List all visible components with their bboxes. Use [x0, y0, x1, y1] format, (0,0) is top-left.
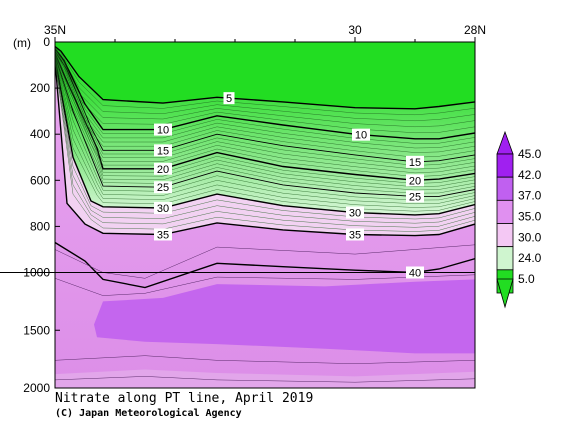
- minor-contour: [55, 47, 475, 128]
- legend-swatch: [496, 199, 514, 224]
- contour-30: [55, 57, 475, 216]
- y-tick-label: 0: [43, 35, 50, 49]
- contour-label-bg: [346, 206, 364, 219]
- x-tick-label: 30: [348, 23, 362, 37]
- minor-contour: [55, 59, 475, 232]
- contour-label-25: 25: [409, 191, 421, 203]
- y-tick-label: 600: [30, 173, 50, 187]
- y-axis-unit: (m): [13, 36, 31, 50]
- chart-title: Nitrate along PT line, April 2019: [55, 391, 313, 406]
- y-tick-label: 800: [30, 219, 50, 233]
- legend-swatch-top: [496, 130, 514, 155]
- minor-contour: [55, 57, 475, 212]
- minor-contour: [55, 56, 475, 205]
- y-tick-label: 1500: [23, 323, 50, 337]
- minor-contour: [55, 49, 475, 144]
- minor-contour: [55, 47, 475, 122]
- minor-contour: [55, 49, 475, 149]
- contour-label-10: 10: [157, 125, 169, 137]
- contour-label-bg: [406, 174, 424, 187]
- contour-label-bg: [406, 266, 424, 279]
- legend-label: 5.0: [518, 272, 535, 286]
- surface-bright-green-fill: [55, 42, 475, 109]
- minor-contour: [55, 54, 475, 188]
- bottom-fill: [55, 369, 475, 388]
- minor-contour: [55, 57, 475, 208]
- x-tick-label: 28N: [464, 23, 486, 37]
- color-scale-legend: 45.0 42.0 37.0 35.0 30.0 24.0 5.0: [496, 130, 542, 309]
- minor-contour: [55, 46, 475, 116]
- contour-label-bg: [154, 144, 172, 157]
- y-axis: 0 200 400 600 800 1000 1500 2000: [23, 35, 60, 395]
- minor-contour: [55, 58, 475, 220]
- x-tick-label: 35N: [44, 23, 66, 37]
- contour-label-30: 30: [349, 208, 361, 220]
- contour-5: [55, 46, 475, 110]
- minor-contour: [55, 54, 475, 191]
- minor-contour: [55, 52, 475, 174]
- y-tick-label: 1000: [23, 266, 50, 280]
- legend-swatch: [496, 246, 514, 271]
- contour-label-bg: [154, 201, 172, 214]
- contour-label-35: 35: [157, 229, 169, 241]
- contour-label-bg: [154, 162, 172, 175]
- contour-label-bg: [154, 228, 172, 241]
- contour-label-bg: [406, 190, 424, 203]
- contour-label-bg: [154, 181, 172, 194]
- legend-label: 30.0: [518, 230, 542, 244]
- contour-label-bg: [352, 128, 370, 141]
- minor-contour: [55, 50, 475, 153]
- chart-credit: (C) Japan Meteorological Agency: [55, 407, 242, 419]
- y-tick-label: 2000: [23, 381, 50, 395]
- contour-label-bg: [154, 123, 172, 136]
- legend-label: 37.0: [518, 189, 542, 203]
- contour-fill-layers: [55, 42, 475, 388]
- minor-contour: [55, 376, 475, 383]
- minor-contour: [55, 59, 475, 224]
- contour-label-25: 25: [157, 182, 169, 194]
- legend-swatch: [496, 153, 514, 178]
- plot-frame: [54, 41, 476, 389]
- contour-label-bg: [223, 92, 235, 105]
- contour-label-20: 20: [409, 175, 421, 187]
- deep-core-fill: [94, 279, 475, 354]
- legend-label: 24.0: [518, 251, 542, 265]
- y-tick-label: 200: [30, 81, 50, 95]
- contour-10: [55, 48, 475, 140]
- legend-label: 35.0: [518, 210, 542, 224]
- minor-contour-lines: [55, 46, 475, 383]
- legend-label: 45.0: [518, 147, 542, 161]
- contour-40: [55, 241, 475, 289]
- minor-contour: [55, 355, 475, 364]
- contour-label-15: 15: [409, 157, 421, 169]
- x-axis: 35N 30 28N: [44, 23, 486, 42]
- transition-light-fill: [55, 58, 475, 236]
- contour-labels: 5 10 15 20 25 30 35 10 15 20 25 30 35 40: [154, 92, 424, 280]
- y-tick-label: 400: [30, 127, 50, 141]
- contour-label-30: 30: [157, 203, 169, 215]
- minor-contour: [55, 59, 475, 228]
- minor-contour: [55, 244, 475, 279]
- contour-label-5: 5: [226, 93, 232, 105]
- legend-label: 42.0: [518, 168, 542, 182]
- legend-swatch: [496, 176, 514, 201]
- contour-label-15: 15: [157, 145, 169, 157]
- legend-swatch: [496, 223, 514, 248]
- contour-label-bg: [406, 155, 424, 168]
- contour-label-bg: [346, 228, 364, 241]
- minor-contour: [55, 51, 475, 170]
- contour-label-40: 40: [409, 268, 421, 280]
- contour-label-20: 20: [157, 164, 169, 176]
- contour-label-35: 35: [349, 229, 361, 241]
- contour-label-10: 10: [355, 130, 367, 142]
- minor-contour: [55, 274, 475, 296]
- contour-35: [55, 60, 475, 237]
- legend-swatch-bottom: [496, 278, 514, 309]
